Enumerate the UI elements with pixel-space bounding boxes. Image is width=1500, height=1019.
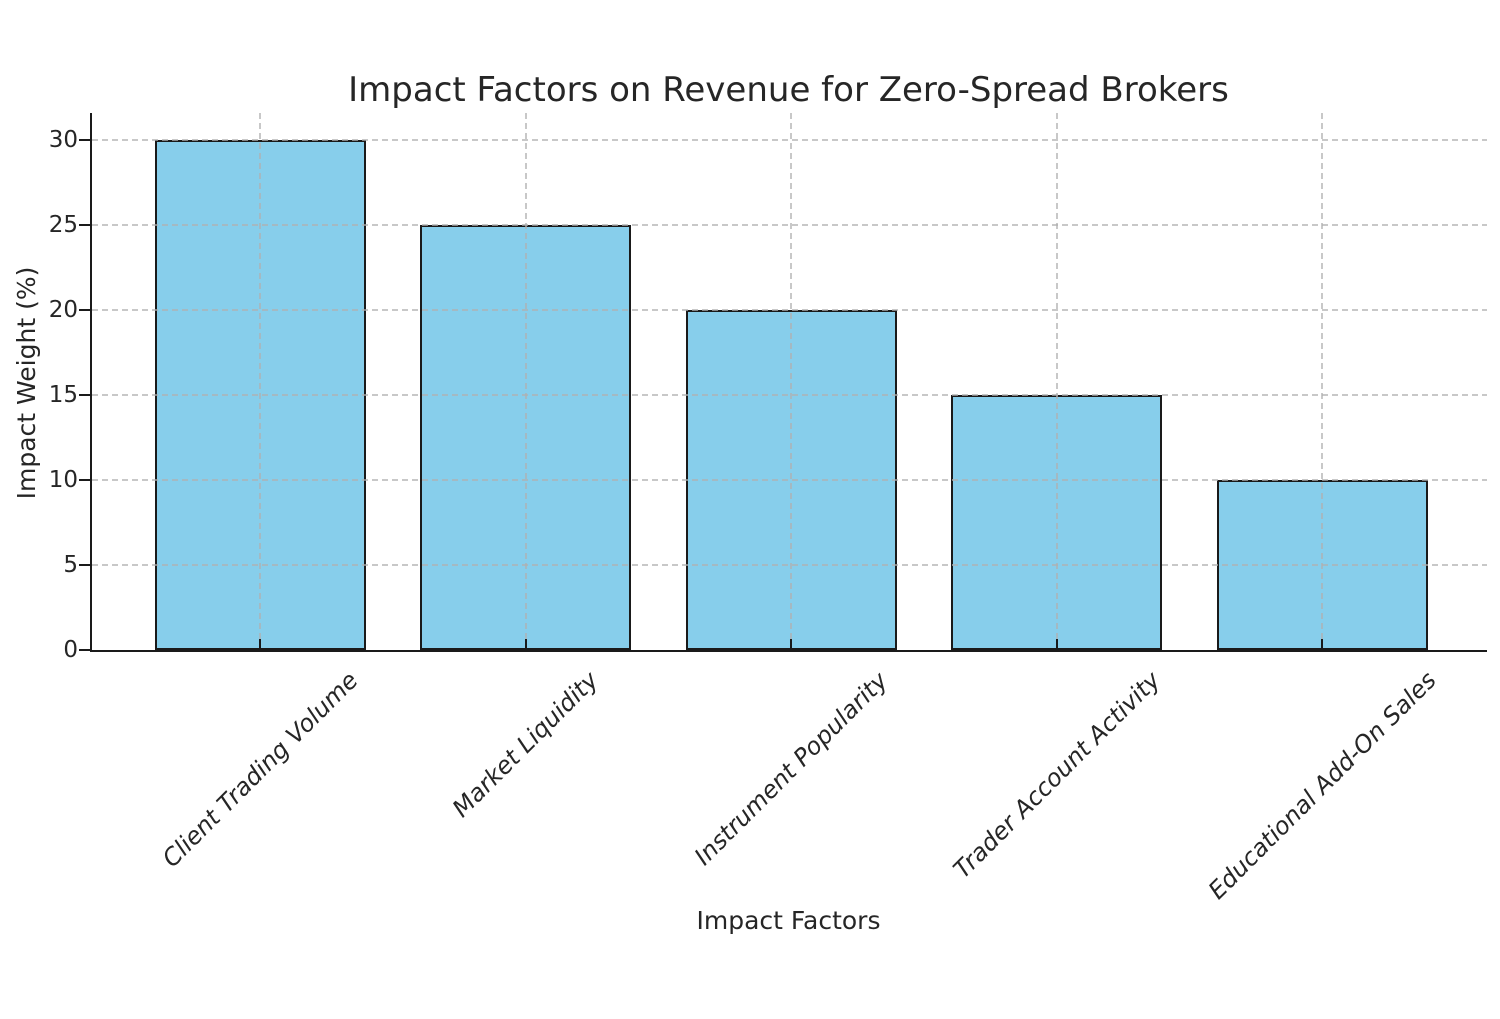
bar-educational-add-on-sales — [1216, 480, 1428, 650]
y-tick-label-20: 20 — [48, 297, 78, 324]
y-tick-30 — [79, 139, 90, 142]
x-tick-label-market-liquidity: Market Liquidity — [447, 666, 604, 823]
x-tick-label-trader-account-activity: Trader Account Activity — [947, 665, 1166, 884]
y-tick-label-25: 25 — [48, 212, 78, 239]
y-tick-label-15: 15 — [48, 382, 78, 409]
x-tick-instrument-popularity — [790, 639, 792, 650]
x-tick-label-client-trading-volume: Client Trading Volume — [156, 665, 364, 873]
x-tick-market-liquidity — [524, 639, 527, 650]
bar-instrument-popularity — [685, 310, 897, 650]
bar-market-liquidity — [420, 225, 631, 650]
bar-client-trading-volume — [154, 140, 366, 650]
x-tick-label-educational-add-on-sales: Educational Add-On Sales — [1202, 666, 1442, 906]
y-tick-0 — [79, 649, 90, 651]
bar-trader-account-activity — [951, 395, 1162, 650]
y-tick-label-10: 10 — [48, 467, 78, 494]
y-tick-label-0: 0 — [63, 637, 78, 663]
x-tick-educational-add-on-sales — [1321, 639, 1323, 650]
y-tick-label-30: 30 — [48, 127, 78, 154]
y-tick-5 — [79, 564, 90, 567]
x-tick-label-instrument-popularity: Instrument Popularity — [688, 666, 894, 871]
x-tick-client-trading-volume — [259, 639, 261, 650]
chart-title: Impact Factors on Revenue for Zero-Sprea… — [348, 70, 1229, 110]
y-tick-label-5: 5 — [63, 552, 78, 579]
y-tick-15 — [79, 394, 90, 397]
y-tick-25 — [79, 224, 90, 227]
plot-area — [90, 113, 1487, 652]
y-tick-20 — [79, 309, 90, 312]
x-tick-trader-account-activity — [1055, 639, 1058, 650]
y-tick-10 — [79, 479, 90, 482]
x-axis-title: Impact Factors — [696, 906, 881, 935]
